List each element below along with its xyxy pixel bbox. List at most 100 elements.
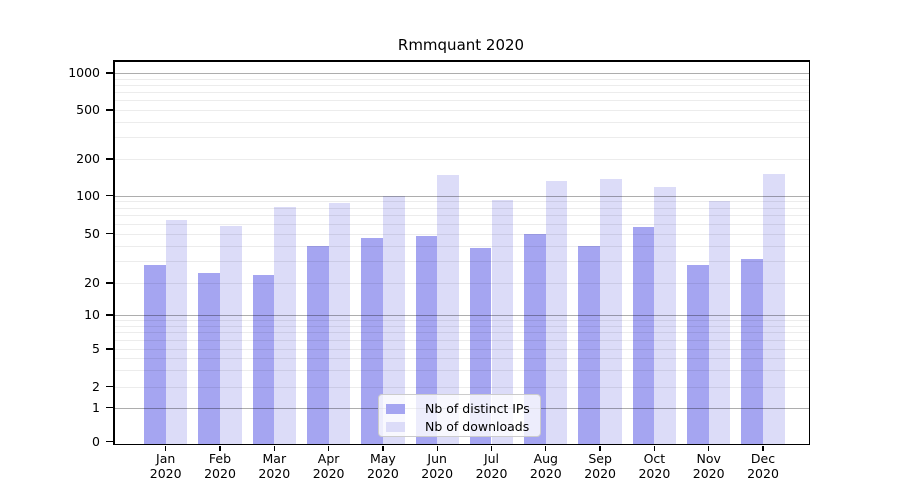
y-tick-mark-5	[106, 348, 113, 350]
x-tick-month: Dec	[750, 451, 776, 466]
bar-downloads-aug	[545, 181, 568, 445]
x-tick-year: 2020	[366, 466, 399, 481]
x-tick-mark-apr	[327, 445, 330, 451]
bar-downloads-dec	[763, 174, 785, 445]
bar-distinct-ips-apr	[306, 245, 329, 445]
x-tick-label-nov: Nov 2020	[677, 451, 741, 481]
x-tick-month: Apr	[317, 451, 340, 466]
x-tick-label-dec: Dec 2020	[731, 451, 795, 481]
y-tick-mark-10	[106, 314, 113, 316]
x-tick-label-jul: Jul 2020	[460, 451, 524, 481]
bar-downloads-jul	[491, 200, 514, 445]
x-tick-month: Jun	[427, 451, 447, 466]
y-tick-label-2: 2	[92, 378, 100, 394]
bar-distinct-ips-aug	[524, 233, 546, 445]
x-tick-month: Sep	[588, 451, 612, 466]
y-tick-mark-500	[106, 109, 113, 111]
x-tick-month: Mar	[262, 451, 287, 466]
x-tick-label-feb: Feb 2020	[188, 451, 252, 481]
gridline-minor	[113, 332, 810, 334]
legend-swatch-downloads	[386, 421, 405, 432]
gridline-minor	[113, 340, 810, 342]
x-tick-year: 2020	[692, 466, 725, 481]
bar-distinct-ips-mar	[252, 275, 275, 445]
bar-downloads-mar	[274, 207, 296, 445]
gridline-major	[113, 195, 810, 197]
axis-spine-bottom	[113, 443, 810, 445]
legend: Nb of distinct IPs Nb of downloads	[378, 394, 541, 437]
x-tick-year: 2020	[747, 466, 779, 481]
bar-downloads-may	[382, 196, 405, 445]
gridline-minor	[113, 92, 810, 94]
x-tick-year: 2020	[475, 466, 508, 481]
y-tick-label-100: 100	[76, 187, 100, 203]
gridline-minor	[113, 245, 810, 247]
bar-distinct-ips-oct	[632, 227, 655, 445]
x-tick-year: 2020	[638, 466, 671, 481]
x-tick-label-sep: Sep 2020	[568, 451, 632, 481]
axis-spine-right	[808, 60, 810, 445]
x-tick-mark-dec	[762, 445, 764, 451]
y-tick-mark-50	[106, 232, 113, 235]
bar-downloads-apr	[328, 203, 351, 445]
x-tick-mark-feb	[219, 445, 221, 451]
bar-downloads-feb	[220, 226, 242, 445]
bar-downloads-jun	[437, 174, 459, 445]
y-tick-label-200: 200	[76, 151, 100, 166]
gridline-minor	[113, 207, 810, 209]
gridline-minor	[113, 386, 810, 388]
x-tick-label-aug: Aug 2020	[514, 451, 578, 481]
x-tick-month: Feb	[208, 451, 232, 466]
gridline-minor	[113, 320, 810, 322]
bar-downloads-nov	[708, 200, 731, 445]
y-tick-mark-1000	[106, 72, 113, 74]
x-tick-year: 2020	[312, 466, 345, 481]
axis-spine-top	[113, 60, 810, 62]
x-tick-year: 2020	[258, 466, 291, 481]
legend-item: Nb of distinct IPs	[386, 400, 532, 417]
x-tick-month: Jan	[156, 451, 176, 466]
y-tick-mark-0	[106, 440, 113, 443]
plot-area: Nb of distinct IPs Nb of downloads	[113, 60, 810, 445]
legend-label: Nb of downloads	[425, 419, 530, 434]
x-tick-month: Nov	[696, 451, 721, 466]
gridline-major	[113, 73, 810, 75]
y-tick-label-50: 50	[84, 225, 100, 241]
gridline-minor	[113, 215, 810, 217]
bar-distinct-ips-jun	[415, 235, 438, 445]
y-tick-label-1000: 1000	[68, 65, 100, 80]
gridline-minor	[113, 325, 810, 327]
chart-title: Rmmquant 2020	[397, 36, 525, 54]
x-tick-label-may: May 2020	[351, 451, 415, 481]
y-tick-mark-100	[106, 194, 113, 197]
bar-downloads-oct	[654, 187, 677, 445]
y-tick-label-500: 500	[76, 102, 100, 117]
x-tick-year: 2020	[529, 466, 562, 481]
x-tick-label-oct: Oct 2020	[622, 451, 686, 481]
x-tick-label-apr: Apr 2020	[297, 451, 361, 481]
x-tick-year: 2020	[204, 466, 236, 481]
x-tick-mark-jul	[490, 445, 493, 451]
gridline-minor	[113, 349, 810, 350]
y-tick-mark-200	[106, 158, 113, 160]
x-tick-label-mar: Mar 2020	[242, 451, 306, 481]
x-tick-mark-aug	[545, 445, 547, 451]
gridline-minor	[113, 201, 810, 203]
gridline-minor	[113, 121, 810, 123]
gridline-minor	[113, 84, 810, 86]
x-tick-month: May	[369, 451, 396, 466]
gridline-minor	[113, 283, 810, 284]
x-tick-mark-oct	[653, 445, 656, 451]
gridline-minor	[113, 100, 810, 102]
x-tick-mark-jan	[165, 445, 167, 451]
bar-distinct-ips-may	[361, 238, 383, 445]
x-tick-mark-may	[382, 445, 384, 451]
gridline-minor	[113, 78, 810, 80]
gridline-minor	[113, 358, 810, 360]
y-tick-label-10: 10	[84, 307, 100, 322]
x-tick-year: 2020	[149, 466, 182, 481]
bar-downloads-sep	[600, 178, 622, 445]
legend-swatch-distinct-ips	[386, 403, 405, 414]
x-tick-month: Jul	[483, 451, 500, 466]
bar-distinct-ips-sep	[578, 245, 601, 445]
